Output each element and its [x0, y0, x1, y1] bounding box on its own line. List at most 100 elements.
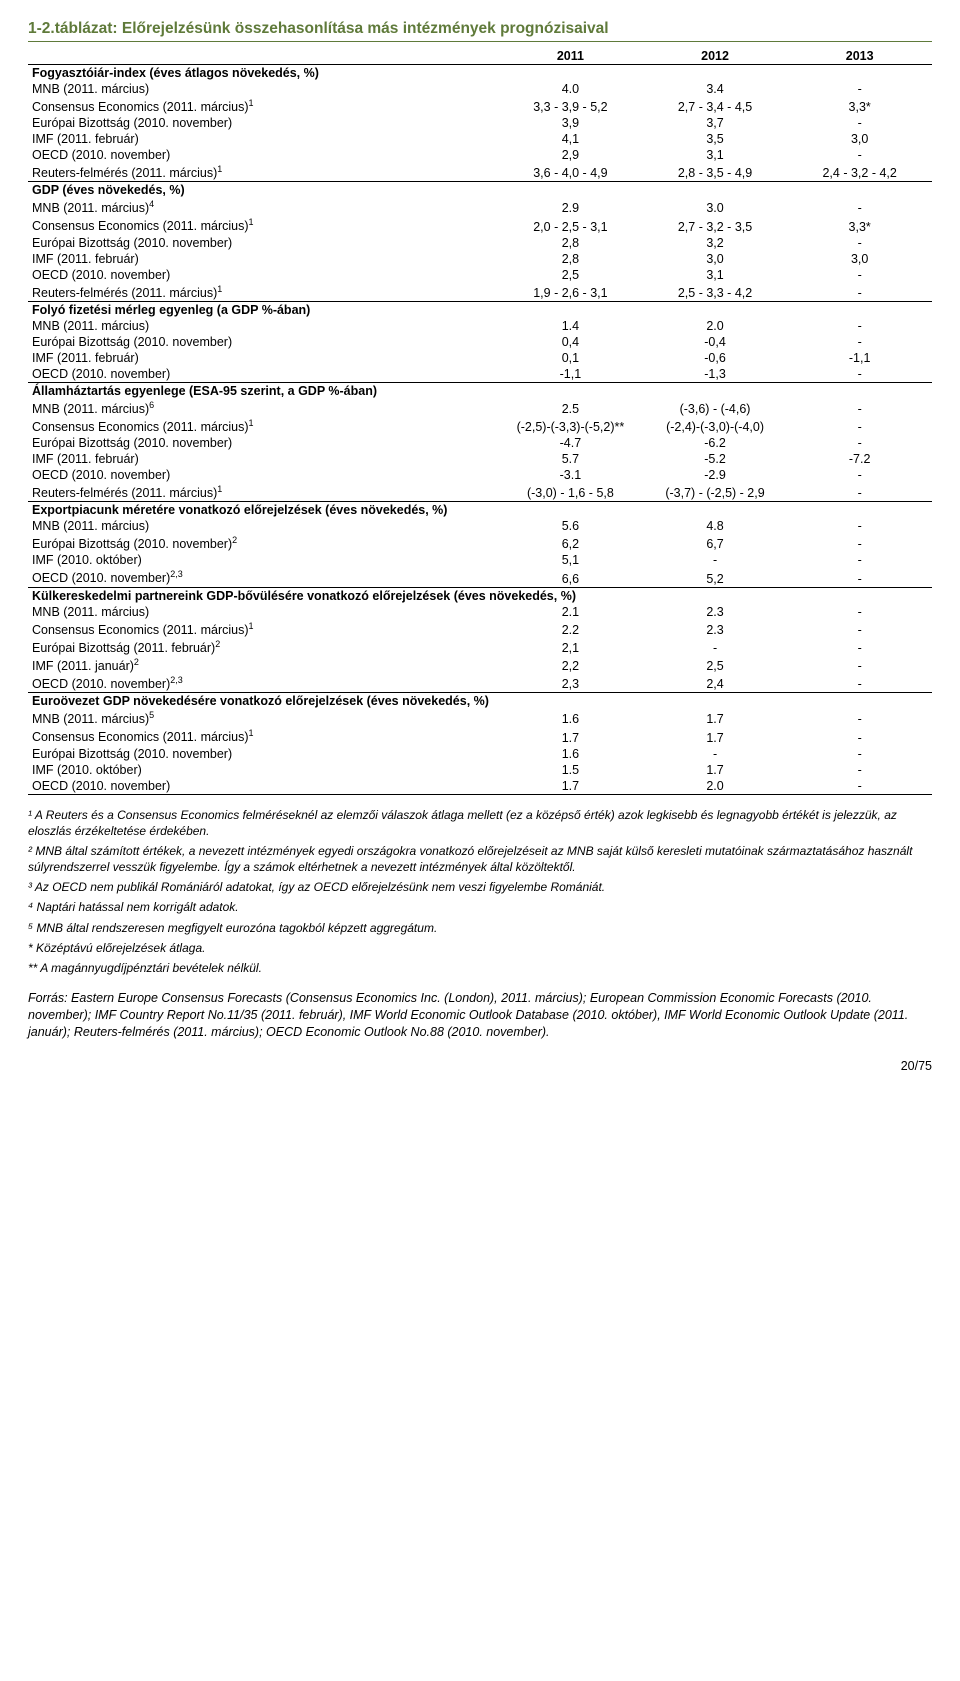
value-cell: (-3,7) - (-2,5) - 2,9	[643, 483, 788, 502]
row-label-text: Consensus Economics (2011. március)	[32, 100, 249, 114]
row-label: Reuters-felmérés (2011. március)1	[28, 483, 498, 502]
value-cell: -	[787, 399, 932, 417]
row-sup: 2	[232, 535, 237, 545]
value-cell: -6.2	[643, 435, 788, 451]
value-cell: -	[787, 674, 932, 693]
footnote: ⁵ MNB által rendszeresen megfigyelt euro…	[28, 920, 932, 936]
value-cell: 2.3	[643, 620, 788, 638]
section-heading: Folyó fizetési mérleg egyenleg (a GDP %-…	[28, 301, 932, 318]
value-cell: -5.2	[643, 451, 788, 467]
table-row: MNB (2011. március)62.5(-3,6) - (-4,6)-	[28, 399, 932, 417]
value-cell: 1,9 - 2,6 - 3,1	[498, 283, 643, 302]
row-label-text: Európai Bizottság (2010. november)	[32, 537, 232, 551]
table-row: Consensus Economics (2011. március)11.71…	[28, 727, 932, 745]
row-label: MNB (2011. március)6	[28, 399, 498, 417]
row-label: MNB (2011. március)4	[28, 198, 498, 216]
section-heading: Euroövezet GDP növekedésére vonatkozó el…	[28, 693, 932, 710]
value-cell: 3,1	[643, 267, 788, 283]
row-label: Európai Bizottság (2010. november)2	[28, 534, 498, 552]
value-cell: -0,6	[643, 350, 788, 366]
section-heading-row: Államháztartás egyenlege (ESA-95 szerint…	[28, 382, 932, 399]
value-cell: -	[787, 483, 932, 502]
value-cell: 3,3*	[787, 216, 932, 234]
table-row: OECD (2010. november)-1,1-1,3-	[28, 366, 932, 383]
row-label-text: MNB (2011. március)	[32, 519, 149, 533]
footnotes-block: ¹ A Reuters és a Consensus Economics fel…	[28, 807, 932, 977]
section-heading: GDP (éves növekedés, %)	[28, 182, 932, 199]
page-number: 20/75	[28, 1059, 932, 1073]
table-row: Európai Bizottság (2010. november)26,26,…	[28, 534, 932, 552]
row-sup: 1	[217, 484, 222, 494]
row-label-text: MNB (2011. március)	[32, 712, 149, 726]
value-cell: -	[643, 552, 788, 568]
table-row: Reuters-felmérés (2011. március)13,6 - 4…	[28, 163, 932, 182]
year-header: 2011	[498, 48, 643, 65]
row-label: OECD (2010. november)	[28, 467, 498, 483]
row-sup: 2,3	[170, 569, 183, 579]
value-cell: -	[787, 746, 932, 762]
value-cell: -3.1	[498, 467, 643, 483]
year-header: 2012	[643, 48, 788, 65]
value-cell: 2.0	[643, 318, 788, 334]
value-cell: 2,3	[498, 674, 643, 693]
value-cell: 6,7	[643, 534, 788, 552]
footnote: ⁴ Naptári hatással nem korrigált adatok.	[28, 899, 932, 915]
row-label: IMF (2011. január)2	[28, 656, 498, 674]
row-label-text: Európai Bizottság (2010. november)	[32, 436, 232, 450]
row-sup: 1	[249, 728, 254, 738]
section-heading-row: GDP (éves növekedés, %)	[28, 182, 932, 199]
row-sup: 2,3	[170, 675, 183, 685]
row-sup: 1	[249, 418, 254, 428]
row-label-text: OECD (2010. november)	[32, 148, 170, 162]
table-row: Reuters-felmérés (2011. március)11,9 - 2…	[28, 283, 932, 302]
table-row: OECD (2010. november)1.72.0-	[28, 778, 932, 795]
value-cell: 4.8	[643, 518, 788, 534]
row-label: Reuters-felmérés (2011. március)1	[28, 163, 498, 182]
value-cell: -	[787, 435, 932, 451]
footnote: ** A magánnyugdíjpénztári bevételek nélk…	[28, 960, 932, 976]
row-label-text: Consensus Economics (2011. március)	[32, 420, 249, 434]
value-cell: 5,2	[643, 568, 788, 587]
table-row: Európai Bizottság (2010. november)-4.7-6…	[28, 435, 932, 451]
table-row: IMF (2011. február)0,1-0,6-1,1	[28, 350, 932, 366]
row-label: IMF (2011. február)	[28, 350, 498, 366]
row-label: Európai Bizottság (2010. november)	[28, 746, 498, 762]
row-label: MNB (2011. március)	[28, 318, 498, 334]
section-heading-row: Euroövezet GDP növekedésére vonatkozó el…	[28, 693, 932, 710]
value-cell: (-2,5)-(-3,3)-(-5,2)**	[498, 417, 643, 435]
value-cell: 3,0	[787, 131, 932, 147]
value-cell: 1.7	[498, 778, 643, 795]
value-cell: -	[787, 366, 932, 383]
row-label-text: IMF (2011. január)	[32, 659, 134, 673]
section-heading-row: Külkereskedelmi partnereink GDP-bővülésé…	[28, 587, 932, 604]
row-label: Consensus Economics (2011. március)1	[28, 417, 498, 435]
value-cell: -7.2	[787, 451, 932, 467]
value-cell: -	[787, 115, 932, 131]
row-label-text: Consensus Economics (2011. március)	[32, 731, 249, 745]
value-cell: -	[787, 283, 932, 302]
value-cell: -0,4	[643, 334, 788, 350]
value-cell: 2.3	[643, 604, 788, 620]
row-label: Európai Bizottság (2010. november)	[28, 435, 498, 451]
value-cell: 4,1	[498, 131, 643, 147]
row-label: OECD (2010. november)	[28, 267, 498, 283]
value-cell: -	[643, 638, 788, 656]
value-cell: 3,0	[643, 251, 788, 267]
value-cell: 2,7 - 3,2 - 3,5	[643, 216, 788, 234]
row-label-text: MNB (2011. március)	[32, 319, 149, 333]
table-row: OECD (2010. november)2,32,32,4-	[28, 674, 932, 693]
table-row: MNB (2011. március)42.93.0-	[28, 198, 932, 216]
row-label-text: Európai Bizottság (2010. november)	[32, 236, 232, 250]
row-label: IMF (2011. február)	[28, 131, 498, 147]
value-cell: -	[787, 518, 932, 534]
section-heading: Külkereskedelmi partnereink GDP-bővülésé…	[28, 587, 932, 604]
row-label-text: Consensus Economics (2011. március)	[32, 220, 249, 234]
table-row: IMF (2011. február)5.7-5.2-7.2	[28, 451, 932, 467]
row-label-text: MNB (2011. március)	[32, 201, 149, 215]
value-cell: 3,3 - 3,9 - 5,2	[498, 97, 643, 115]
section-heading-row: Exportpiacunk méretére vonatkozó előreje…	[28, 502, 932, 519]
value-cell: 2,1	[498, 638, 643, 656]
row-label: IMF (2010. október)	[28, 762, 498, 778]
row-label-text: OECD (2010. november)	[32, 779, 170, 793]
value-cell: 2,4	[643, 674, 788, 693]
